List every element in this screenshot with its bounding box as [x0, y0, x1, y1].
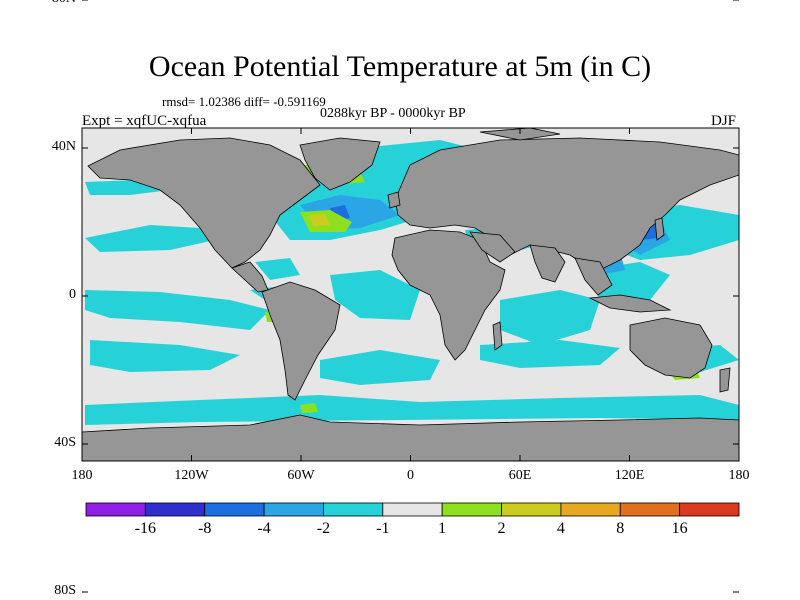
colorbar-label: -8: [198, 520, 212, 537]
anomaly-patch-south-indian: [480, 340, 620, 368]
map-title: Ocean Potential Temperature at 5m (in C): [148, 50, 652, 83]
anomaly-patch-patagonia-warm: [300, 403, 318, 413]
colorbar-swatch: [560, 502, 621, 517]
colorbar-swatch: [85, 502, 146, 517]
season-label: DJF: [711, 113, 737, 129]
land-japan: [654, 217, 665, 241]
colorbar: [85, 502, 740, 517]
colorbar-label: 4: [556, 520, 565, 537]
colorbar-swatch: [204, 502, 265, 517]
map-plot-area: [82, 128, 739, 461]
land-europe-asia: [394, 137, 739, 271]
colorbar-label: 1: [438, 520, 447, 537]
land-new-zealand: [719, 367, 731, 393]
land-arabia: [469, 231, 516, 263]
lon-tick-label: 120E: [614, 468, 645, 483]
anomaly-patch-south-pacific: [90, 340, 240, 372]
colorbar-swatch: [323, 502, 384, 517]
lon-tick-label: 0: [407, 468, 414, 483]
colorbar-swatch: [441, 502, 502, 517]
land-australia: [629, 317, 713, 379]
lon-tick-label: 60W: [287, 468, 315, 483]
anomaly-patch-sargasso-yellow: [310, 214, 330, 226]
colorbar-swatch: [501, 502, 562, 517]
lat-tick-label: 80S: [54, 583, 76, 598]
land-madagascar: [492, 321, 503, 351]
land-south-america: [261, 281, 341, 401]
lon-tick-label: 180: [728, 468, 750, 483]
axis-ticks: [81, 0, 740, 593]
anomaly-patch-indian-ocean: [500, 290, 600, 345]
colorbar-swatch: [679, 502, 740, 517]
colorbar-swatch: [382, 502, 443, 517]
land-antarctica: [82, 414, 739, 461]
anomaly-patch-southern-ocean: [85, 395, 739, 425]
land-british-isles: [387, 191, 401, 209]
lat-tick-label: 40S: [54, 435, 76, 450]
anomaly-patch-north-pacific-west: [85, 225, 215, 252]
land-indonesia: [588, 294, 672, 313]
colorbar-label: -4: [257, 520, 271, 537]
colorbar-swatch: [263, 502, 324, 517]
land-southeast-asia: [574, 257, 613, 296]
land-india: [529, 244, 566, 283]
colorbar-label: 2: [497, 520, 506, 537]
colorbar-label: -1: [376, 520, 390, 537]
colorbar-label: 16: [671, 520, 688, 537]
colorbar-label: -16: [134, 520, 157, 537]
anomaly-patch-south-atlantic: [320, 350, 440, 385]
period-text: 0288kyr BP - 0000kyr BP: [320, 106, 466, 121]
colorbar-label: 8: [616, 520, 625, 537]
experiment-label: Expt = xqfUC-xqfua: [82, 113, 207, 129]
anomaly-patch-gulf-of-mexico: [255, 258, 300, 280]
colorbar-label: -2: [316, 520, 331, 537]
land-layer: [82, 128, 739, 461]
lon-tick-label: 180: [71, 468, 93, 483]
lon-tick-label: 60E: [508, 468, 532, 483]
colorbar-swatch: [144, 502, 206, 517]
colorbar-swatch: [619, 502, 681, 517]
anomaly-patch-equatorial-pacific: [85, 290, 270, 330]
lat-tick-label: 80N: [36, 0, 76, 7]
stats-text: rmsd= 1.02386 diff= -0.591169: [162, 94, 326, 109]
lat-tick-label: 0: [69, 287, 76, 302]
anomaly-patch-tropical-atlantic: [330, 270, 420, 320]
land-greenland: [299, 137, 381, 191]
lon-tick-label: 120W: [174, 468, 209, 483]
lat-tick-label: 40N: [51, 139, 76, 154]
land-north-america: [87, 137, 321, 269]
